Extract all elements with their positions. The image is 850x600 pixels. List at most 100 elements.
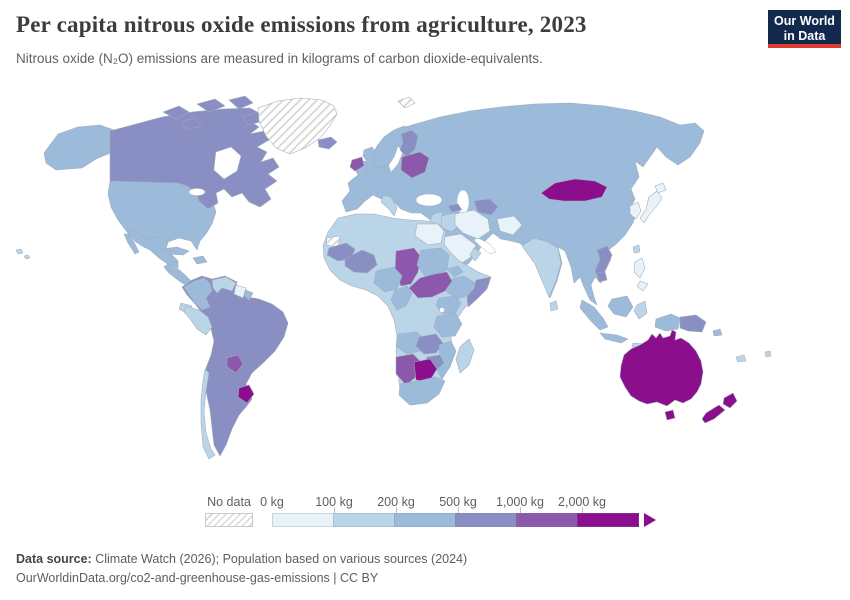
country-alaska[interactable]	[43, 124, 115, 171]
legend-tick	[458, 507, 459, 513]
country-papua-new-guinea[interactable]	[679, 314, 707, 333]
country-italy[interactable]	[380, 195, 398, 217]
country-venezuela[interactable]	[211, 276, 237, 294]
country-indonesia-java[interactable]	[599, 332, 629, 344]
chart-subtitle: Nitrous oxide (N₂O) emissions are measur…	[16, 51, 543, 66]
page-title: Per capita nitrous oxide emissions from …	[16, 12, 587, 37]
country-arctic-island[interactable]	[196, 98, 226, 113]
country-indonesia-sulawesi[interactable]	[633, 300, 648, 320]
country-mongolia[interactable]	[540, 178, 608, 202]
country-angola[interactable]	[395, 331, 425, 355]
country-baltics-belarus[interactable]	[400, 151, 430, 179]
legend-bin-5[interactable]	[577, 513, 639, 527]
country-finland[interactable]	[399, 129, 419, 158]
country-united-kingdom[interactable]	[362, 146, 379, 174]
legend-tick-label-4: 1,000 kg	[496, 495, 544, 509]
country-india[interactable]	[521, 237, 562, 298]
country-cuba[interactable]	[161, 246, 190, 256]
country-iran[interactable]	[454, 209, 491, 240]
legend-color-bar	[272, 513, 639, 527]
owid-logo-line2: in Data	[783, 29, 826, 43]
country-ireland[interactable]	[349, 156, 365, 172]
country-french-guiana[interactable]	[243, 289, 254, 301]
country-philippines-mindanao[interactable]	[636, 280, 649, 292]
country-indonesia-sumatra[interactable]	[579, 299, 609, 331]
legend-arrow-icon	[644, 513, 656, 527]
no-data-swatch[interactable]	[205, 513, 253, 527]
country-nigeria[interactable]	[373, 266, 403, 293]
legend-tick-label-1: 100 kg	[315, 495, 353, 509]
country-united-states[interactable]	[107, 180, 217, 251]
legend-tick	[334, 507, 335, 513]
legend-bin-3[interactable]	[455, 513, 517, 527]
country-car-south-sudan[interactable]	[408, 271, 453, 299]
country-indonesia-papua[interactable]	[654, 313, 681, 332]
country-peru[interactable]	[183, 305, 213, 336]
country-egypt[interactable]	[414, 223, 445, 246]
country-mexico[interactable]	[123, 227, 179, 269]
country-arctic-island[interactable]	[180, 117, 202, 131]
country-tanzania[interactable]	[433, 313, 463, 338]
country-afghanistan[interactable]	[496, 215, 523, 236]
black-sea	[415, 193, 443, 207]
persian-gulf	[473, 237, 497, 255]
country-sri-lanka[interactable]	[549, 300, 559, 312]
country-hawaii[interactable]	[15, 248, 31, 260]
country-oman[interactable]	[469, 247, 482, 262]
country-eritrea[interactable]	[446, 265, 464, 278]
country-zambia[interactable]	[415, 333, 444, 355]
country-azerbaijan[interactable]	[447, 203, 463, 213]
country-colombia[interactable]	[183, 277, 213, 311]
country-greenland[interactable]	[257, 97, 338, 155]
country-korea[interactable]	[629, 201, 642, 220]
data-source-line: Data source: Climate Watch (2026); Popul…	[16, 552, 467, 566]
legend-bin-1[interactable]	[333, 513, 395, 527]
legend-bin-4[interactable]	[516, 513, 578, 527]
world-choropleth-map	[15, 95, 772, 460]
country-hispaniola[interactable]	[192, 255, 208, 265]
country-philippines[interactable]	[633, 257, 646, 279]
country-chile[interactable]	[200, 368, 216, 460]
country-somalia[interactable]	[466, 276, 492, 308]
country-japan-hokkaido[interactable]	[654, 182, 667, 194]
country-taiwan[interactable]	[632, 244, 641, 254]
country-solomon-islands[interactable]	[712, 328, 723, 337]
hudson-bay	[213, 146, 242, 180]
country-svalbard[interactable]	[397, 96, 416, 109]
country-south-africa[interactable]	[398, 376, 446, 406]
country-turkmenistan[interactable]	[473, 198, 499, 216]
country-cambodia[interactable]	[596, 271, 608, 283]
country-uruguay[interactable]	[237, 384, 255, 404]
data-source-text: Climate Watch (2026); Population based o…	[91, 552, 468, 566]
country-iceland[interactable]	[317, 136, 338, 150]
country-central-america[interactable]	[163, 263, 193, 288]
country-paraguay[interactable]	[226, 354, 244, 374]
legend-bin-0[interactable]	[272, 513, 334, 527]
country-madagascar[interactable]	[455, 338, 475, 374]
country-arctic-island[interactable]	[162, 105, 190, 120]
map-legend: No data 0 kg 100 kg 200 kg 500 kg 1,000 …	[0, 494, 850, 540]
country-guyana[interactable]	[233, 284, 247, 299]
country-australia[interactable]	[619, 329, 704, 407]
country-tasmania[interactable]	[664, 409, 676, 421]
no-data-label: No data	[207, 495, 251, 509]
country-borneo[interactable]	[607, 295, 634, 318]
country-mali[interactable]	[344, 249, 378, 274]
country-fiji[interactable]	[764, 350, 772, 358]
legend-tick-label-3: 500 kg	[439, 495, 477, 509]
country-new-zealand-south[interactable]	[701, 404, 726, 424]
legend-tick	[520, 507, 521, 513]
owid-url-link[interactable]: OurWorldinData.org/co2-and-greenhouse-ga…	[16, 571, 379, 585]
country-arctic-island[interactable]	[228, 95, 254, 110]
owid-logo[interactable]: Our World in Data	[768, 10, 841, 48]
country-mexico-baja[interactable]	[123, 233, 140, 255]
country-new-zealand-north[interactable]	[722, 392, 738, 409]
legend-bin-2[interactable]	[394, 513, 456, 527]
country-botswana[interactable]	[413, 358, 438, 383]
legend-tick-label-2: 200 kg	[377, 495, 415, 509]
legend-tick-label-5: 2,000 kg	[558, 495, 606, 509]
country-japan[interactable]	[639, 190, 663, 224]
country-cameroon-congo[interactable]	[390, 285, 413, 311]
country-new-caledonia[interactable]	[735, 354, 747, 363]
